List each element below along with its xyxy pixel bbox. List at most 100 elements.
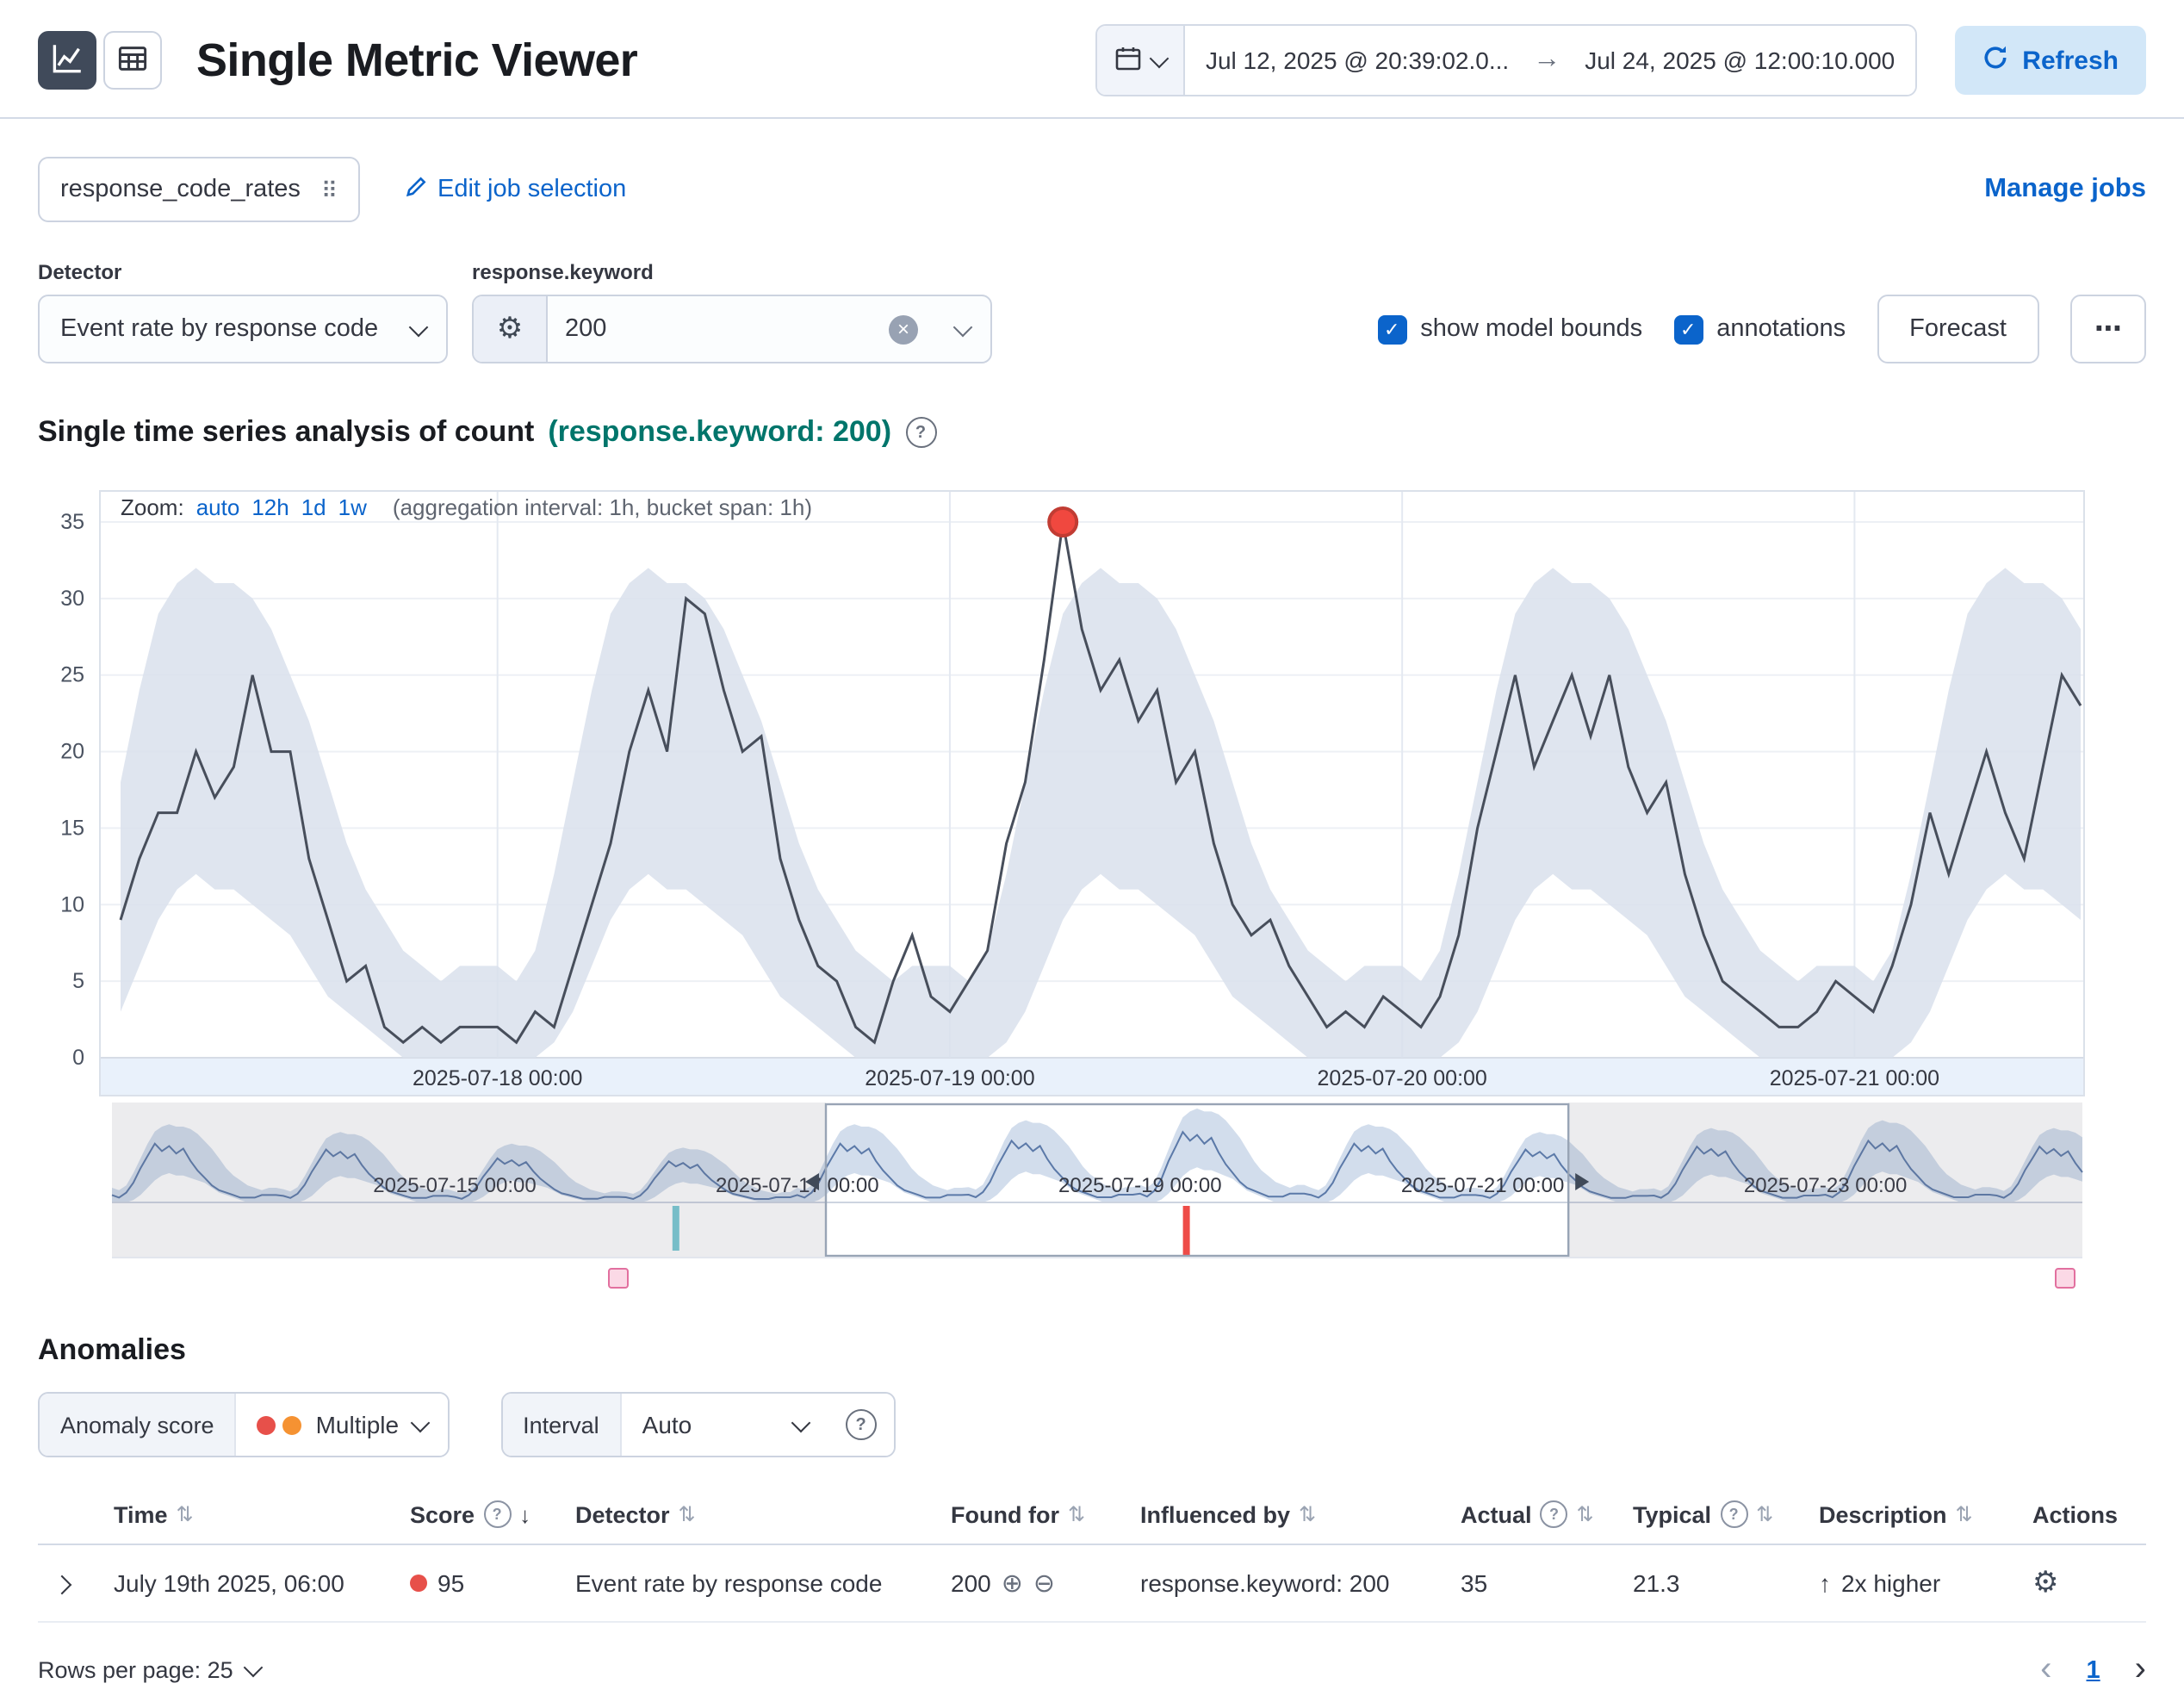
zoom-auto-link[interactable]: auto xyxy=(195,494,240,520)
brush-handle-right[interactable] xyxy=(1575,1173,1590,1190)
annotation-strip xyxy=(38,1264,2146,1292)
prev-page-icon[interactable]: ‹ xyxy=(2040,1650,2052,1688)
annotations-checkbox[interactable]: ✓ annotations xyxy=(1673,314,1846,344)
table-icon xyxy=(117,42,148,78)
sort-icon: ⇅ xyxy=(678,1502,696,1526)
table-view-button[interactable] xyxy=(103,31,162,90)
sort-icon: ⇅ xyxy=(1067,1502,1086,1526)
filter-out-icon[interactable]: ⊖ xyxy=(1033,1569,1056,1599)
cell-found-for: 200 ⊕ ⊖ xyxy=(951,1569,1056,1599)
annotation-flag[interactable] xyxy=(607,1268,629,1289)
refresh-button[interactable]: Refresh xyxy=(1955,26,2146,95)
selection-brush[interactable] xyxy=(824,1103,1570,1258)
sort-icon: ⇅ xyxy=(1576,1502,1594,1526)
start-date-button[interactable]: Jul 12, 2025 @ 20:39:02.0... xyxy=(1184,26,1530,95)
show-model-bounds-checkbox[interactable]: ✓ show model bounds xyxy=(1377,314,1642,344)
severity-major-dot xyxy=(282,1415,302,1434)
chevron-down-icon xyxy=(952,316,973,337)
detector-field: Detector Event rate by response code xyxy=(38,260,448,363)
next-page-icon[interactable]: › xyxy=(2134,1650,2146,1688)
svg-text:25: 25 xyxy=(60,663,84,687)
col-detector[interactable]: Detector ⇅ xyxy=(575,1501,696,1527)
detector-label: Detector xyxy=(38,260,122,284)
help-icon[interactable]: ? xyxy=(905,417,937,448)
model-bounds-band xyxy=(121,568,2081,1058)
cell-detector: Event rate by response code xyxy=(575,1569,883,1597)
response-keyword-field: response.keyword ⚙ 200 × xyxy=(472,260,992,363)
job-selector[interactable]: response_code_rates ⠿ xyxy=(38,157,360,222)
combo-chevron-button[interactable] xyxy=(935,296,990,362)
zoom-controls: Zoom: auto 12h 1d 1w (aggregation interv… xyxy=(121,494,812,520)
arrow-up-icon: ↑ xyxy=(1819,1569,1831,1597)
svg-text:2025-07-19 00:00: 2025-07-19 00:00 xyxy=(865,1066,1034,1090)
anomaly-marker[interactable] xyxy=(1047,506,1079,537)
sort-icon: ⇅ xyxy=(1756,1502,1774,1526)
grip-icon: ⠿ xyxy=(320,177,338,202)
zoom-1w-link[interactable]: 1w xyxy=(338,494,367,520)
anomaly-row: July 19th 2025, 06:00 95 Event rate by r… xyxy=(38,1545,2146,1623)
main-chart-svg: 0 5 10 15 20 25 30 35 2025-07-18 00:00 2025-07-19… xyxy=(60,490,2085,1096)
col-actual[interactable]: Actual? ⇅ xyxy=(1461,1500,1594,1528)
col-actions: Actions xyxy=(2032,1501,2119,1527)
sort-icon: ⇅ xyxy=(1955,1502,1973,1526)
interval-help-icon[interactable]: ? xyxy=(845,1409,877,1440)
interval-select[interactable]: Auto xyxy=(621,1394,828,1456)
cell-time: July 19th 2025, 06:00 xyxy=(114,1569,344,1597)
aggregation-note: (aggregation interval: 1h, bucket span: … xyxy=(392,494,812,520)
page-1-button[interactable]: 1 xyxy=(2086,1656,2100,1684)
col-time[interactable]: Time ⇅ xyxy=(114,1501,194,1527)
checkbox-checked-icon: ✓ xyxy=(1377,314,1407,344)
severity-select[interactable]: Multiple xyxy=(236,1394,448,1456)
calendar-icon xyxy=(1114,44,1142,77)
svg-text:2025-07-20 00:00: 2025-07-20 00:00 xyxy=(1317,1066,1486,1090)
expand-row-button[interactable] xyxy=(38,1563,86,1603)
annotation-tick-marker xyxy=(672,1206,679,1251)
metric-line xyxy=(119,521,2082,1045)
chevron-down-icon xyxy=(1149,47,1170,68)
zoom-12h-link[interactable]: 12h xyxy=(251,494,289,520)
col-score[interactable]: Score? ↓ xyxy=(410,1500,531,1528)
edit-job-selection-link[interactable]: Edit job selection xyxy=(405,175,626,204)
checkbox-checked-icon: ✓ xyxy=(1673,314,1703,344)
clear-icon[interactable]: × xyxy=(889,314,918,344)
manage-jobs-link[interactable]: Manage jobs xyxy=(1984,174,2146,203)
forecast-button[interactable]: Forecast xyxy=(1877,295,2039,363)
col-influenced-by[interactable]: Influenced by ⇅ xyxy=(1140,1501,1317,1527)
end-date-button[interactable]: Jul 24, 2025 @ 12:00:10.000 xyxy=(1564,26,1916,95)
anomalies-table: Time ⇅ Score? ↓ Detector ⇅ Found for ⇅ Influ… xyxy=(38,1485,2146,1623)
svg-text:15: 15 xyxy=(60,816,84,840)
zoom-1d-link[interactable]: 1d xyxy=(301,494,326,520)
response-keyword-label: response.keyword xyxy=(472,260,654,284)
zoom-label: Zoom: xyxy=(121,494,184,520)
cell-influenced-by: response.keyword: 200 xyxy=(1140,1569,1390,1597)
svg-text:2025-07-18 00:00: 2025-07-18 00:00 xyxy=(413,1066,582,1090)
rows-per-page-button[interactable]: Rows per page: 25 xyxy=(38,1657,264,1683)
severity-critical-dot xyxy=(257,1415,276,1434)
filter-in-icon[interactable]: ⊕ xyxy=(1001,1569,1023,1599)
svg-text:2025-07-23 00:00: 2025-07-23 00:00 xyxy=(1744,1174,1908,1197)
line-chart-icon xyxy=(52,42,83,78)
main-chart: 0 5 10 15 20 25 30 35 2025-07-18 00:00 2025-07-19… xyxy=(38,474,2146,1097)
actions-gear-icon[interactable]: ⚙ xyxy=(2032,1566,2059,1599)
col-description[interactable]: Description ⇅ xyxy=(1819,1501,1973,1527)
brush-handle-left[interactable] xyxy=(805,1173,819,1190)
svg-text:10: 10 xyxy=(60,892,84,916)
col-typical[interactable]: Typical? ⇅ xyxy=(1633,1500,1774,1528)
info-icon: ? xyxy=(483,1500,512,1528)
sort-desc-icon: ↓ xyxy=(519,1501,531,1527)
sort-icon: ⇅ xyxy=(176,1502,194,1526)
annotation-flag[interactable] xyxy=(2055,1268,2076,1289)
quick-select-button[interactable] xyxy=(1096,26,1185,95)
svg-text:35: 35 xyxy=(60,510,84,534)
analysis-title-highlight: (response.keyword: 200) xyxy=(548,415,892,448)
detector-select[interactable]: Event rate by response code xyxy=(38,295,448,363)
response-keyword-input[interactable]: 200 × xyxy=(548,296,935,362)
more-actions-button[interactable]: ⋯ xyxy=(2070,295,2146,363)
chevron-right-icon xyxy=(52,1574,72,1594)
col-found-for[interactable]: Found for ⇅ xyxy=(951,1501,1086,1527)
date-range-picker: Jul 12, 2025 @ 20:39:02.0... → Jul 24, 2… xyxy=(1095,24,1918,96)
chart-view-button[interactable] xyxy=(38,31,96,90)
chevron-down-icon xyxy=(791,1412,810,1432)
